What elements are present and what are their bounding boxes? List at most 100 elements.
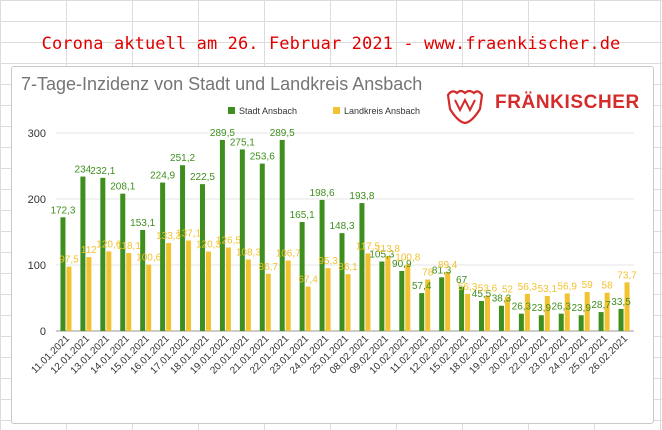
bar-stadt-ansbach [100,177,106,331]
bar-stadt-ansbach [379,261,385,331]
legend-label: Landkreis Ansbach [344,106,420,116]
data-label-stadt: 90,9 [392,259,412,270]
data-label-stadt: 224,9 [150,171,175,182]
bar-landkreis-ansbach [504,296,510,331]
data-label-landkreis: 106,7 [276,249,301,260]
y-tick-label: 0 [40,326,46,338]
bar-landkreis-ansbach [305,286,311,331]
data-label-stadt: 26,3 [552,302,572,313]
chart-title: 7-Tage-Inzidenz von Stadt und Landkreis … [21,74,423,94]
data-label-landkreis: 100,8 [395,252,420,263]
bar-stadt-ansbach [399,271,405,331]
bar-landkreis-ansbach [225,247,231,331]
data-label-landkreis: 120,6 [96,239,121,250]
bar-stadt-ansbach [279,139,285,331]
bar-stadt-ansbach [199,184,205,331]
bar-landkreis-ansbach [245,259,251,331]
data-label-landkreis: 53,6 [478,284,498,295]
data-label-stadt: 81,3 [432,265,452,276]
bar-stadt-ansbach [538,315,544,331]
bar-landkreis-ansbach [425,279,431,331]
data-label-stadt: 234 [75,165,92,176]
bar-landkreis-ansbach [524,293,530,331]
bar-landkreis-ansbach [564,293,570,331]
bar-stadt-ansbach [359,203,365,331]
data-label-stadt: 198,6 [310,188,335,199]
data-label-landkreis: 86,1 [338,262,358,273]
bar-landkreis-ansbach [405,264,411,331]
bar-stadt-ansbach [160,182,166,331]
bar-landkreis-ansbach [345,274,351,331]
data-label-landkreis: 53,1 [538,284,558,295]
bar-stadt-ansbach [180,165,186,331]
data-label-landkreis: 137,1 [176,229,201,240]
data-label-landkreis: 95,3 [318,256,338,267]
logo-text: FRÄNKISCHER [495,92,640,113]
bar-landkreis-ansbach [186,240,192,331]
data-label-stadt: 153,1 [130,218,155,229]
data-label-landkreis: 100,6 [136,253,161,264]
data-label-stadt: 172,3 [50,205,75,216]
bar-stadt-ansbach [120,193,126,331]
bar-stadt-ansbach [578,315,584,331]
data-label-stadt: 38,3 [492,294,512,305]
legend-label: Stadt Ansbach [239,106,297,116]
data-label-stadt: 253,6 [250,152,275,163]
bar-stadt-ansbach [558,313,564,331]
bar-stadt-ansbach [479,300,485,331]
data-label-stadt: 57,4 [412,281,432,292]
y-tick-label: 200 [28,194,46,206]
y-tick-label: 100 [28,260,46,272]
data-label-landkreis: 120,3 [196,240,221,251]
data-label-stadt: 275,1 [230,137,255,148]
data-label-stadt: 45,5 [472,289,492,300]
bar-landkreis-ansbach [166,243,172,331]
bar-landkreis-ansbach [465,293,471,331]
data-label-stadt: 105,3 [369,250,394,261]
bar-landkreis-ansbach [365,253,371,331]
data-label-landkreis: 126,5 [216,236,241,247]
bar-stadt-ansbach [419,293,425,331]
bar-stadt-ansbach [319,199,325,331]
bar-stadt-ansbach [80,176,86,331]
bar-landkreis-ansbach [146,264,152,331]
data-label-landkreis: 112 [81,245,97,256]
data-label-stadt: 208,1 [110,182,135,193]
bar-landkreis-ansbach [385,255,391,331]
data-label-stadt: 33,5 [611,297,631,308]
bar-stadt-ansbach [239,149,245,331]
data-label-landkreis: 56,3 [458,282,478,293]
data-label-landkreis: 78 [422,268,434,279]
bar-landkreis-ansbach [624,282,630,331]
data-label-stadt: 289,5 [270,128,295,139]
legend-swatch [333,107,340,114]
bar-landkreis-ansbach [445,271,451,331]
data-label-stadt: 28,7 [591,300,611,311]
bar-landkreis-ansbach [86,257,92,331]
chart-card [11,66,654,424]
data-label-landkreis: 108,3 [236,248,261,259]
data-label-landkreis: 113,8 [376,244,401,255]
bar-landkreis-ansbach [66,266,72,331]
data-label-landkreis: 97,5 [59,255,79,266]
data-label-stadt: 251,2 [170,153,195,164]
bar-stadt-ansbach [60,217,66,331]
data-label-stadt: 26,3 [512,302,532,313]
data-label-landkreis: 117,5 [356,241,381,252]
data-label-landkreis: 59 [582,280,594,291]
bar-stadt-ansbach [498,305,504,331]
bar-landkreis-ansbach [205,251,211,331]
data-label-stadt: 193,8 [349,191,374,202]
bar-landkreis-ansbach [485,295,491,331]
bar-landkreis-ansbach [544,295,550,331]
data-label-landkreis: 133,3 [156,231,181,242]
bar-stadt-ansbach [598,312,604,331]
bar-stadt-ansbach [219,139,225,331]
data-label-stadt: 67 [456,275,468,286]
headline: Corona aktuell am 26. Februar 2021 - www… [41,34,621,54]
data-label-landkreis: 67,4 [298,275,318,286]
bar-landkreis-ansbach [604,292,610,331]
bar-landkreis-ansbach [285,260,291,331]
data-label-stadt: 23,9 [532,303,552,314]
